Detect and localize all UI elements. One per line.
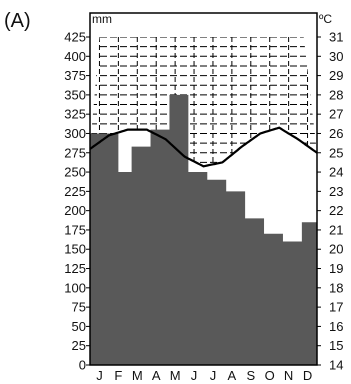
right-tick-label: 20: [329, 242, 343, 257]
left-tick-label: 200: [64, 203, 86, 218]
month-label: A: [152, 368, 161, 383]
right-tick-label: 25: [329, 145, 343, 160]
left-tick-label: 325: [64, 107, 86, 122]
left-tick-label: 350: [64, 87, 86, 102]
month-label: S: [246, 368, 255, 383]
month-label: A: [228, 368, 237, 383]
left-tick-label: 125: [64, 261, 86, 276]
right-tick-label: 15: [329, 338, 343, 353]
month-label: D: [303, 368, 312, 383]
left-tick-label: 25: [72, 338, 86, 353]
right-tick-label: 29: [329, 68, 343, 83]
month-label: M: [170, 368, 181, 383]
temperature-line: [89, 126, 318, 168]
right-tick-label: 23: [329, 184, 343, 199]
panel-label: (A): [4, 10, 31, 32]
right-tick-label: 24: [329, 165, 343, 180]
left-tick-label: 250: [64, 165, 86, 180]
right-tick-label: 27: [329, 107, 343, 122]
right-tick-label: 28: [329, 87, 343, 102]
month-label: J: [96, 368, 103, 383]
right-tick-label: 14: [329, 358, 343, 373]
right-tick-label: 26: [329, 126, 343, 141]
left-tick-label: 75: [72, 300, 86, 315]
right-axis-unit: ºC: [319, 12, 332, 26]
right-axis-ticks: 14 15 16 17 18 19 20 21 22 23 24 25 26 27 28 29 30 31: [317, 30, 343, 373]
temperature-line-layer: [89, 126, 318, 168]
month-label: F: [114, 368, 122, 383]
left-axis-unit: mm: [92, 12, 112, 26]
left-tick-label: 0: [79, 358, 86, 373]
precipitation-fill-layer: [90, 94, 317, 365]
left-tick-label: 225: [64, 184, 86, 199]
month-label: J: [210, 368, 217, 383]
right-tick-label: 30: [329, 49, 343, 64]
left-axis-ticks: 0 25 50 75 100 125 150 175 200 225 250 275 300 325 350…: [64, 30, 90, 373]
precipitation-area: [90, 94, 317, 365]
hatch-lines: [90, 37, 317, 167]
humid-hatch-layer: [90, 37, 317, 167]
left-tick-label: 375: [64, 68, 86, 83]
left-tick-label: 300: [64, 126, 86, 141]
left-tick-label: 275: [64, 145, 86, 160]
left-tick-label: 175: [64, 222, 86, 237]
right-tick-label: 19: [329, 261, 343, 276]
left-tick-label: 50: [72, 319, 86, 334]
left-tick-label: 400: [64, 49, 86, 64]
month-label: M: [132, 368, 143, 383]
month-label: O: [265, 368, 275, 383]
right-tick-label: 17: [329, 300, 343, 315]
right-tick-label: 16: [329, 319, 343, 334]
right-tick-label: 22: [329, 203, 343, 218]
month-label: J: [191, 368, 198, 383]
right-tick-label: 31: [329, 30, 343, 45]
left-tick-label: 150: [64, 242, 86, 257]
right-tick-label: 18: [329, 280, 343, 295]
plot-frame: [89, 12, 318, 366]
left-tick-label: 425: [64, 30, 86, 45]
month-label: N: [284, 368, 293, 383]
right-tick-label: 21: [329, 222, 343, 237]
left-tick-label: 100: [64, 280, 86, 295]
